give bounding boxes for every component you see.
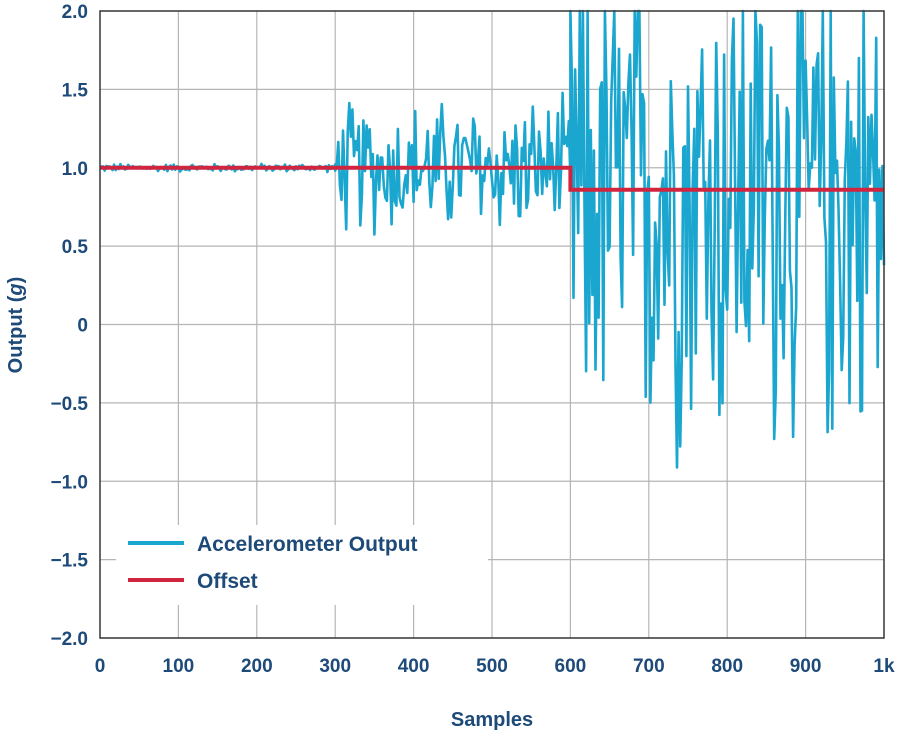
x-tick-label: 400 bbox=[398, 656, 430, 677]
x-tick-labels: 0 100 200 300 400 500 600 700 800 900 1k bbox=[95, 656, 895, 677]
x-tick-label: 600 bbox=[555, 656, 587, 677]
series-line-offset bbox=[100, 165, 884, 192]
y-tick-labels: 2.0 1.5 1.0 0.5 0 −0.5 −1.0 −1.5 −2.0 bbox=[50, 2, 88, 650]
legend: Accelerometer Output Offset bbox=[116, 525, 488, 605]
y-axis-label-suffix: ) bbox=[5, 277, 27, 284]
y-tick-label: 2.0 bbox=[62, 2, 88, 23]
series-layer bbox=[99, 9, 886, 469]
y-axis-label-prefix: Output ( bbox=[5, 295, 27, 373]
y-tick-label: −1.0 bbox=[50, 472, 88, 493]
y-tick-label: −0.5 bbox=[50, 394, 88, 415]
x-tick-label: 300 bbox=[319, 656, 351, 677]
x-tick-label: 700 bbox=[633, 656, 665, 677]
legend-label-accelerometer-output: Accelerometer Output bbox=[197, 533, 418, 556]
y-axis-label-unit: g bbox=[5, 283, 27, 296]
x-tick-label: 100 bbox=[163, 656, 195, 677]
plot-frame bbox=[99, 10, 885, 639]
y-tick-label: −2.0 bbox=[50, 629, 88, 650]
legend-label-offset: Offset bbox=[197, 570, 258, 593]
y-tick-label: 0 bbox=[77, 316, 88, 337]
y-tick-label: 1.5 bbox=[62, 80, 89, 101]
x-tick-label: 900 bbox=[790, 656, 822, 677]
y-tick-label: −1.5 bbox=[50, 551, 88, 572]
x-tick-label: 500 bbox=[476, 656, 508, 677]
y-tick-label: 0.5 bbox=[62, 237, 89, 258]
x-tick-label: 0 bbox=[95, 656, 106, 677]
y-axis-label: Output (g) bbox=[5, 277, 27, 374]
x-tick-label: 200 bbox=[241, 656, 273, 677]
x-tick-label: 1k bbox=[873, 656, 895, 677]
legend-background bbox=[116, 525, 488, 605]
x-axis-label: Samples bbox=[451, 709, 533, 731]
x-tick-label: 800 bbox=[711, 656, 743, 677]
y-tick-label: 1.0 bbox=[62, 159, 88, 180]
